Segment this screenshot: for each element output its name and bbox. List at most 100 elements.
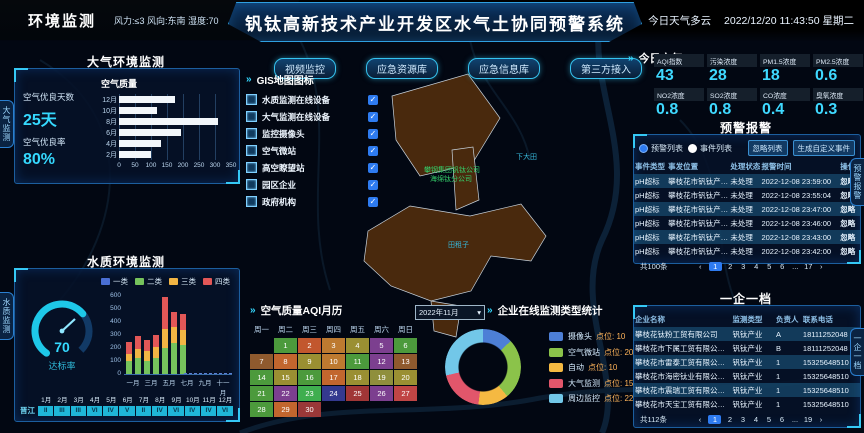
page-number-button[interactable]: 17 [804,262,813,271]
edge-tab-水质监测[interactable]: 水质监测 [0,292,14,340]
table-row[interactable]: pH超标 攀枝花市钒钛产… 未处理 2022-12-08 23:55:04 忽略 [634,188,860,202]
page-number-button[interactable]: 3 [740,415,746,424]
table-cell[interactable]: 忽略 [839,230,860,244]
gis-menu-item[interactable]: 水质监测在线设备 ✓ [246,91,378,108]
legend-swatch [549,394,563,404]
calendar-day-cell[interactable]: 4 [346,338,369,353]
month-select-dropdown[interactable]: 2022年11月 ▾ [415,305,485,320]
table-row[interactable]: 攀枝花市天宝工贸有限公… 钒钛产业 1 15325648510 [634,397,860,411]
gis-menu-item[interactable]: 监控摄像头 ✓ [246,125,378,142]
page-number-button[interactable]: 2 [727,415,733,424]
calendar-day-cell[interactable]: 20 [394,370,417,385]
toolbar-button-3[interactable]: 应急信息库 [468,58,540,79]
table-row[interactable]: 攀枝花钛粉工贸有限公司 钒钛产业 A 18111252048 [634,327,860,341]
page-number-button[interactable]: 6 [779,415,785,424]
table-cell[interactable]: 忽略 [840,190,856,200]
calendar-day-cell[interactable]: 7 [250,354,273,369]
calendar-day-cell[interactable]: 15 [274,370,297,385]
calendar-day-cell[interactable]: 9 [298,354,321,369]
page-prev-button[interactable]: ‹ [698,415,702,424]
calendar-day-cell[interactable]: 2 [298,338,321,353]
checkbox-checked-icon[interactable]: ✓ [368,94,378,105]
page-next-button[interactable]: › [820,262,823,271]
checkbox-checked-icon[interactable]: ✓ [368,111,378,122]
table-row[interactable]: 攀枝花市震瑞工贸有限公… 钒钛产业 1 15325648510 [634,383,860,397]
table-cell: 未处理 [729,202,761,216]
ignore-list-button[interactable]: 忽略列表 [747,140,788,156]
gis-menu-item[interactable]: 园区企业 ✓ [246,176,378,193]
gis-menu-item[interactable]: 高空瞭望站 ✓ [246,159,378,176]
page-number-button[interactable]: 5 [766,415,772,424]
river-name: 晋江 [20,406,35,415]
table-cell[interactable]: 忽略 [840,246,856,256]
calendar-day-cell[interactable]: 19 [370,370,393,385]
page-number-button[interactable]: 19 [803,415,813,424]
calendar-day-cell[interactable]: 8 [274,354,297,369]
calendar-day-cell[interactable]: 6 [394,338,417,353]
calendar-day-cell[interactable]: 28 [250,402,273,417]
calendar-day-cell[interactable]: 23 [298,386,321,401]
calendar-day-cell[interactable]: 30 [298,402,321,417]
calendar-day-cell[interactable]: 24 [322,386,345,401]
legend-label: 四类 [215,277,230,286]
datetime-text: 2022/12/20 11:43:50 星期二 [724,15,854,27]
table-row[interactable]: 攀枝花市雷泰工贸有限公… 钒钛产业 1 15325648510 [634,355,860,369]
table-row[interactable]: pH超标 攀枝花市钒钛产… 未处理 2022-12-08 23:46:00 忽略 [634,216,860,230]
table-row[interactable]: pH超标 攀枝花市钒钛产… 未处理 2022-12-08 23:43:00 忽略 [634,230,860,244]
calendar-day-cell[interactable]: 14 [250,370,273,385]
page-number-button[interactable]: 6 [780,262,785,271]
checkbox-checked-icon[interactable]: ✓ [368,162,378,173]
radio-warning-list[interactable]: 预警列表 [639,143,683,154]
gis-menu-item[interactable]: 政府机构 ✓ [246,193,378,210]
page-number-button[interactable]: 5 [767,262,772,271]
table-row[interactable]: pH超标 攀枝花市钒钛产… 未处理 2022-12-08 23:42:00 忽略 [634,244,860,258]
page-number-button[interactable]: ... [792,262,799,271]
page-number-button[interactable]: 4 [753,415,759,424]
calendar-day-cell[interactable]: 25 [346,386,369,401]
page-number-button[interactable]: 3 [741,262,746,271]
toolbar-button-4[interactable]: 第三方接入 [570,58,642,79]
calendar-day-cell[interactable]: 1 [274,338,297,353]
toolbar-button-1[interactable]: 视频监控 [274,58,336,79]
table-row[interactable]: pH超标 攀枝花市钒钛产… 未处理 2022-12-08 23:59:00 忽略 [634,174,860,188]
calendar-day-cell[interactable]: 3 [322,338,345,353]
calendar-day-cell[interactable]: 22 [274,386,297,401]
checkbox-checked-icon[interactable]: ✓ [368,145,378,156]
page-number-button[interactable]: 1 [708,415,722,424]
table-cell[interactable]: 忽略 [840,218,856,228]
page-prev-button[interactable]: ‹ [699,262,702,271]
checkbox-checked-icon[interactable]: ✓ [368,128,378,139]
page-number-button[interactable]: 2 [728,262,733,271]
checkbox-checked-icon[interactable]: ✓ [368,179,378,190]
table-cell: 2022-12-08 23:46:00 [761,218,832,228]
table-row[interactable]: 攀枝花市海密钛业有限公… 钒钛产业 1 15325648510 [634,369,860,383]
edge-tab-大气监测[interactable]: 大气监测 [0,100,14,148]
calendar-day-cell[interactable]: 5 [370,338,393,353]
edge-tab-预警报警[interactable]: 预警报警 [850,158,864,206]
calendar-day-cell[interactable]: 10 [322,354,345,369]
page-number-button[interactable]: ... [791,415,799,424]
calendar-day-cell[interactable]: 12 [370,354,393,369]
calendar-day-cell[interactable]: 21 [250,386,273,401]
create-event-button[interactable]: 生成自定义事件 [792,140,855,156]
page-number-button[interactable]: 1 [708,262,722,271]
edge-tab-一企一档[interactable]: 一企一档 [850,328,864,376]
gis-menu-item[interactable]: 大气监测在线设备 ✓ [246,108,378,125]
toolbar-button-2[interactable]: 应急资源库 [366,58,438,79]
calendar-day-cell[interactable]: 13 [394,354,417,369]
calendar-day-cell[interactable]: 16 [298,370,321,385]
calendar-day-cell[interactable]: 27 [394,386,417,401]
gis-menu-item[interactable]: 空气微站 ✓ [246,142,378,159]
calendar-day-cell[interactable]: 26 [370,386,393,401]
table-row[interactable]: pH超标 攀枝花市钒钛产… 未处理 2022-12-08 23:47:00 忽略 [634,202,860,216]
radio-event-list[interactable]: 事件列表 [688,143,732,154]
page-next-button[interactable]: › [819,415,823,424]
calendar-day-cell[interactable]: 11 [346,354,369,369]
page-number-button[interactable]: 4 [754,262,759,271]
air-stat-value: 0.8 [709,101,732,119]
calendar-day-cell[interactable]: 17 [322,370,345,385]
table-row[interactable]: 攀枝花市下属工贸有限公… 钒钛产业 B 18111252048 [634,341,860,355]
calendar-day-cell[interactable]: 18 [346,370,369,385]
calendar-day-cell[interactable]: 29 [274,402,297,417]
checkbox-checked-icon[interactable]: ✓ [368,196,378,207]
